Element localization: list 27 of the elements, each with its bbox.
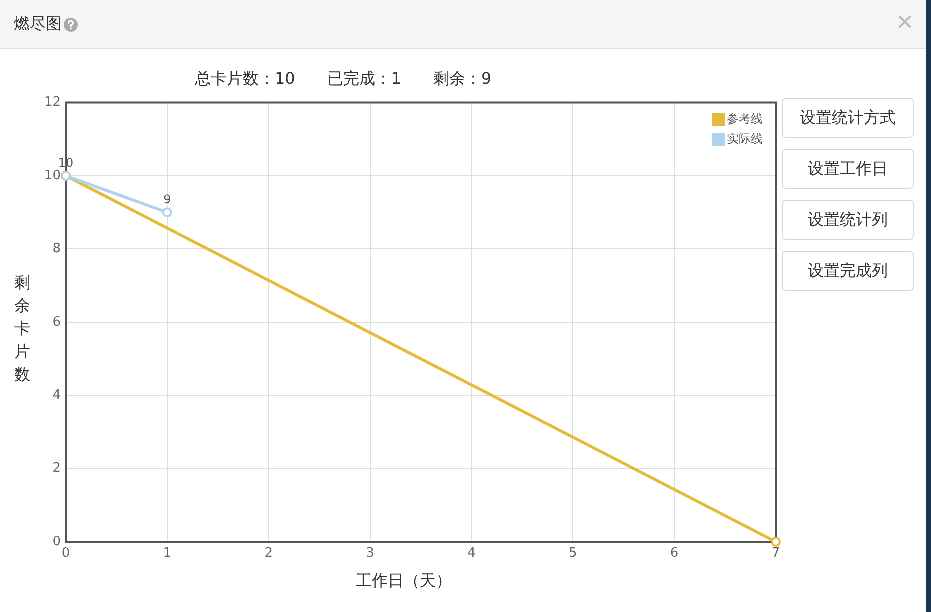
button[interactable]: 设置统计方式 xyxy=(782,98,914,138)
y-tick-label: 8 xyxy=(52,242,61,257)
x-tick-label: 2 xyxy=(264,546,273,562)
x-tick-label: 5 xyxy=(569,546,578,562)
x-tick-label: 4 xyxy=(468,546,476,562)
x-tick-label: 3 xyxy=(366,546,374,562)
button[interactable]: 设置统计列 xyxy=(782,200,914,240)
y-tick-label: 4 xyxy=(52,388,61,403)
button[interactable]: 设置工作日 xyxy=(782,149,914,189)
x-tick-label: 6 xyxy=(670,546,679,562)
y-tick-label: 6 xyxy=(52,314,61,330)
legend-label: 参考线 xyxy=(727,110,763,128)
y-tick-label: 10 xyxy=(44,168,61,184)
x-tick-label: 1 xyxy=(163,546,172,562)
data-label: 9 xyxy=(164,192,172,207)
chart-title: 燃尽图 xyxy=(14,14,62,34)
y-axis-title: 剩余卡片数 xyxy=(14,272,31,386)
button[interactable]: 设置完成列 xyxy=(782,251,914,291)
x-tick-label: 7 xyxy=(772,546,780,562)
legend-label: 实际线 xyxy=(727,130,763,148)
y-tick-label: 0 xyxy=(52,534,61,550)
y-tick-label: 12 xyxy=(44,95,61,110)
chart-subtitle: 总卡片数：10 已完成：1 剩余：9 xyxy=(195,69,492,89)
y-tick-label: 2 xyxy=(52,461,61,476)
x-axis-title: 工作日（天） xyxy=(355,571,453,591)
point xyxy=(162,208,172,218)
point xyxy=(771,537,781,547)
